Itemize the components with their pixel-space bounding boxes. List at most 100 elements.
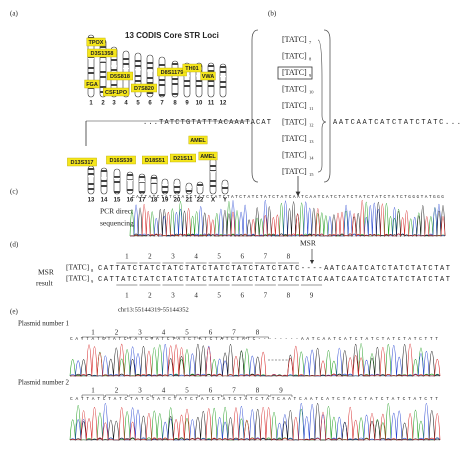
chromosome-band <box>196 80 202 82</box>
chromosome-band <box>135 80 141 82</box>
repeat-unit: [TATC] <box>282 84 307 93</box>
marker-label: MSR <box>300 239 316 248</box>
repeat-bracket <box>175 394 199 397</box>
chromosome-band <box>88 72 94 74</box>
repeat-count: 12 <box>309 123 314 128</box>
chromosome-band <box>147 67 153 69</box>
chromosome-band <box>114 181 120 183</box>
chromosome-number: 2 <box>101 101 105 107</box>
chromosome-band <box>210 165 216 167</box>
repeat-number: 7 <box>264 253 268 261</box>
locus-label: D16S539 <box>110 158 133 164</box>
chromosome-body <box>126 171 134 195</box>
chromosome-band <box>114 191 120 193</box>
chromosome-number: 19 <box>162 198 169 204</box>
chromosome-band <box>196 85 202 87</box>
chromosome <box>219 63 227 98</box>
chromosome-body <box>150 174 158 195</box>
repeat-number: 6 <box>209 387 213 395</box>
repeat-bracket <box>175 336 199 339</box>
locus-tag <box>106 71 133 81</box>
repeat-number: 3 <box>171 292 175 300</box>
chromosome-band <box>139 176 145 178</box>
repeat-count: 7 <box>309 40 312 45</box>
chromosome-band <box>172 63 178 65</box>
chromosome-band <box>197 184 203 186</box>
chromosome <box>173 178 181 195</box>
method-label: MSR <box>38 268 54 277</box>
highlight-box <box>277 66 313 80</box>
chromosome-band <box>172 83 178 85</box>
repeat-number: 4 <box>194 253 198 261</box>
basecalls: CATTATCTATCTATCTATCTATCTATCTATCTATC-----… <box>70 336 438 342</box>
locus-tag <box>106 155 136 165</box>
panel-label: (d) <box>10 241 19 249</box>
repeat-count: 8 <box>91 268 94 273</box>
locus-tag <box>86 37 106 47</box>
chromosome-band <box>114 176 120 178</box>
repeat-number: 1 <box>125 253 129 261</box>
chromosome-band <box>100 86 106 88</box>
chromosome-band <box>208 80 214 82</box>
chromosome-number: X <box>211 198 215 204</box>
panel-label: (e) <box>10 308 18 316</box>
chromosome-number: 11 <box>208 101 215 107</box>
chromosome-band <box>127 174 133 176</box>
chromosome-band <box>159 79 165 81</box>
repeat-unit: [TATC] <box>282 117 307 126</box>
sequence: ...TATCTGTATTTACAAATACAT <box>143 119 271 127</box>
repeat-number: 3 <box>138 329 142 337</box>
plasmid-name: Plasmid number 2 <box>18 379 69 387</box>
chromosome <box>158 56 166 98</box>
repeat-bracket <box>152 336 175 339</box>
chromosome-band <box>208 65 214 67</box>
chromosome <box>150 174 158 195</box>
bracket <box>323 29 331 183</box>
repeat-bracket <box>81 336 105 339</box>
chromosome-body <box>209 157 217 195</box>
chromosome-number: 21 <box>186 198 193 204</box>
repeat-number: 9 <box>279 387 283 395</box>
chromosome-band <box>174 186 180 188</box>
chromosome-band <box>159 94 165 96</box>
locus-label: FGA <box>86 82 98 88</box>
chromosome <box>138 173 146 195</box>
repeat-number: 2 <box>148 253 152 261</box>
chromosome-band <box>88 188 94 190</box>
locus-tag <box>200 71 216 81</box>
repeat-number: 5 <box>217 253 221 261</box>
repeat-bracket <box>269 394 293 397</box>
chromosome-number: Y <box>223 198 227 204</box>
chromosome-band <box>151 182 157 184</box>
chromosome-number: 14 <box>101 198 108 204</box>
chromosome <box>196 181 204 195</box>
chromosome-number: 6 <box>148 101 152 107</box>
repeat-number: 2 <box>115 329 119 337</box>
locus-tag <box>182 63 202 73</box>
trace <box>69 403 441 441</box>
repeat-unit: [TATC] <box>282 167 307 176</box>
chromosome <box>126 171 134 195</box>
chromosome-number: 12 <box>220 101 227 107</box>
repeat-count: 8 <box>309 57 312 62</box>
repeat-number: 4 <box>194 292 198 300</box>
chromosome <box>171 60 179 98</box>
chromosome-band <box>186 190 192 192</box>
chromosome-number: 8 <box>173 101 177 107</box>
repeat-number: 3 <box>138 387 142 395</box>
locus-label: TH01 <box>185 66 198 72</box>
chromosome-band <box>220 71 226 73</box>
chromosome-number: 4 <box>124 101 128 107</box>
repeat-count: 9 <box>91 279 94 284</box>
locus-tag <box>67 157 97 167</box>
chromosome-band <box>147 92 153 94</box>
chromosome-number: 16 <box>127 198 134 204</box>
chromosome-band <box>100 76 106 78</box>
repeat-bracket <box>152 394 175 397</box>
chromosome-band <box>162 186 168 188</box>
locus-label: D13S317 <box>71 160 94 166</box>
chromosome <box>87 165 95 195</box>
chromosome-band <box>101 180 107 182</box>
chromosome-band <box>123 63 129 65</box>
